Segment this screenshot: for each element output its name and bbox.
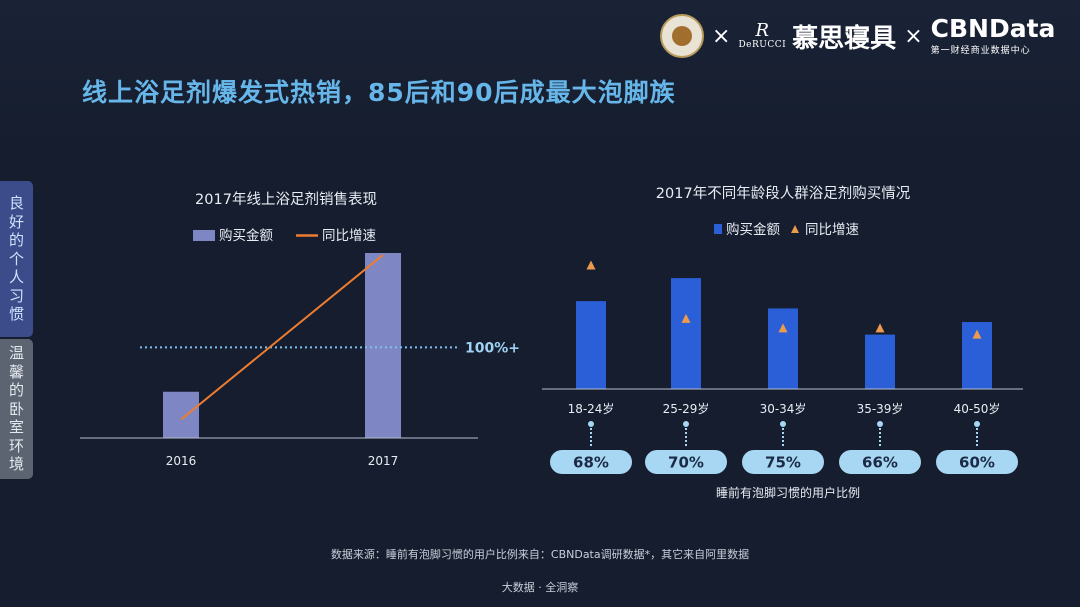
x-tick-label: 30-34岁 bbox=[760, 401, 807, 416]
chart-title: 2017年不同年龄段人群浴足剂购买情况 bbox=[656, 185, 911, 202]
times-sign: × bbox=[904, 23, 923, 49]
bar-2016 bbox=[163, 391, 199, 438]
legend: 购买金额 同比增速 bbox=[193, 228, 376, 244]
habit-ratio-value: 70% bbox=[668, 454, 704, 472]
legend-swatch-amount bbox=[714, 224, 722, 234]
legend-label-growth: 同比增速 bbox=[322, 228, 376, 244]
habit-ratio-caption: 睡前有泡脚习惯的用户比例 bbox=[716, 485, 860, 500]
legend-label-amount: 购买金额 bbox=[219, 228, 273, 244]
cbndata-logo: CBNData 第一财经商业数据中心 bbox=[930, 14, 1056, 57]
x-tick-2016: 2016 bbox=[166, 454, 197, 468]
footer-brand: 大数据 · 全洞察 bbox=[501, 581, 579, 594]
habit-ratio-values: 68% 70% 75% 66% 60% bbox=[573, 454, 995, 472]
growth-line bbox=[180, 254, 384, 421]
legend-swatch-amount bbox=[193, 230, 215, 241]
growth-marker-30-34岁 bbox=[778, 323, 788, 333]
x-tick-label: 18-24岁 bbox=[568, 401, 615, 416]
cbndata-wordmark: CBNData bbox=[930, 14, 1056, 43]
times-sign: × bbox=[712, 23, 731, 49]
habit-ratio-pill bbox=[936, 450, 1018, 474]
connector-dot bbox=[780, 421, 786, 427]
x-tick-label: 35-39岁 bbox=[857, 401, 904, 416]
mousi-logo-text: 慕思寝具 bbox=[792, 23, 897, 54]
bar-30-34岁 bbox=[768, 308, 798, 389]
header-background bbox=[0, 0, 1080, 150]
growth-marker-18-24岁 bbox=[586, 260, 596, 270]
derucci-logo: R DeRUCCI bbox=[738, 20, 787, 51]
legend: 购买金额 同比增速 bbox=[714, 222, 859, 238]
sidebar-item-personal-habits[interactable]: 良 好 的 个 人 习 惯 bbox=[0, 181, 33, 337]
habit-ratio-value: 60% bbox=[959, 454, 995, 472]
connector-dot bbox=[683, 421, 689, 427]
legend-label-growth: 同比增速 bbox=[805, 222, 859, 238]
growth-marker-35-39岁 bbox=[875, 323, 885, 333]
bar-35-39岁 bbox=[865, 334, 895, 389]
connector-dot bbox=[588, 421, 594, 427]
habit-ratio-pill bbox=[742, 450, 824, 474]
x-tick-labels: 18-24岁 25-29岁 30-34岁 35-39岁 40-50岁 bbox=[568, 401, 1001, 416]
connectors bbox=[588, 421, 980, 448]
data-source-note: 数据来源：睡前有泡脚习惯的用户比例来自：CBNData调研数据*，其它来自阿里数… bbox=[330, 548, 750, 561]
bars bbox=[576, 278, 992, 389]
x-tick-2017: 2017 bbox=[368, 454, 399, 468]
sales-performance-chart: 2017年线上浴足剂销售表现 购买金额 同比增速 100%+ 2016 2017 bbox=[80, 191, 520, 468]
seal-logo bbox=[660, 14, 704, 58]
habit-ratio-value: 75% bbox=[765, 454, 801, 472]
reference-label: 100%+ bbox=[465, 340, 520, 356]
logo-bar: × R DeRUCCI 慕思寝具 × CBNData 第一财经商业数据中心 bbox=[660, 12, 1070, 60]
habit-ratio-value: 66% bbox=[862, 454, 898, 472]
connector-dot bbox=[877, 421, 883, 427]
page-title: 线上浴足剂爆发式热销，85后和90后成最大泡脚族 bbox=[82, 78, 676, 107]
derucci-wordmark: DeRUCCI bbox=[738, 40, 787, 50]
growth-marker-40-50岁 bbox=[972, 329, 982, 339]
growth-marker-25-29岁 bbox=[681, 313, 691, 323]
chart-title: 2017年线上浴足剂销售表现 bbox=[195, 191, 377, 208]
cbndata-subtitle: 第一财经商业数据中心 bbox=[930, 46, 1031, 56]
bar-2017 bbox=[365, 253, 401, 438]
habit-ratio-pill bbox=[550, 450, 632, 474]
derucci-mark: R bbox=[755, 20, 770, 41]
sidebar-item-bedroom-environment[interactable]: 温 馨 的 卧 室 环 境 bbox=[0, 339, 33, 479]
bars bbox=[163, 253, 401, 438]
x-tick-label: 25-29岁 bbox=[663, 401, 710, 416]
bar-25-29岁 bbox=[671, 278, 701, 389]
habit-ratio-value: 68% bbox=[573, 454, 609, 472]
age-group-purchase-chart: 2017年不同年龄段人群浴足剂购买情况 购买金额 同比增速 18-24岁 25-… bbox=[542, 185, 1023, 500]
habit-ratio-pill bbox=[839, 450, 921, 474]
legend-label-amount: 购买金额 bbox=[726, 222, 780, 238]
x-tick-label: 40-50岁 bbox=[954, 401, 1001, 416]
habit-ratio-pill bbox=[645, 450, 727, 474]
habit-ratio-pills bbox=[550, 450, 1018, 474]
connector-dot bbox=[974, 421, 980, 427]
growth-markers bbox=[586, 260, 982, 339]
bar-18-24岁 bbox=[576, 301, 606, 389]
legend-swatch-growth bbox=[791, 225, 799, 233]
